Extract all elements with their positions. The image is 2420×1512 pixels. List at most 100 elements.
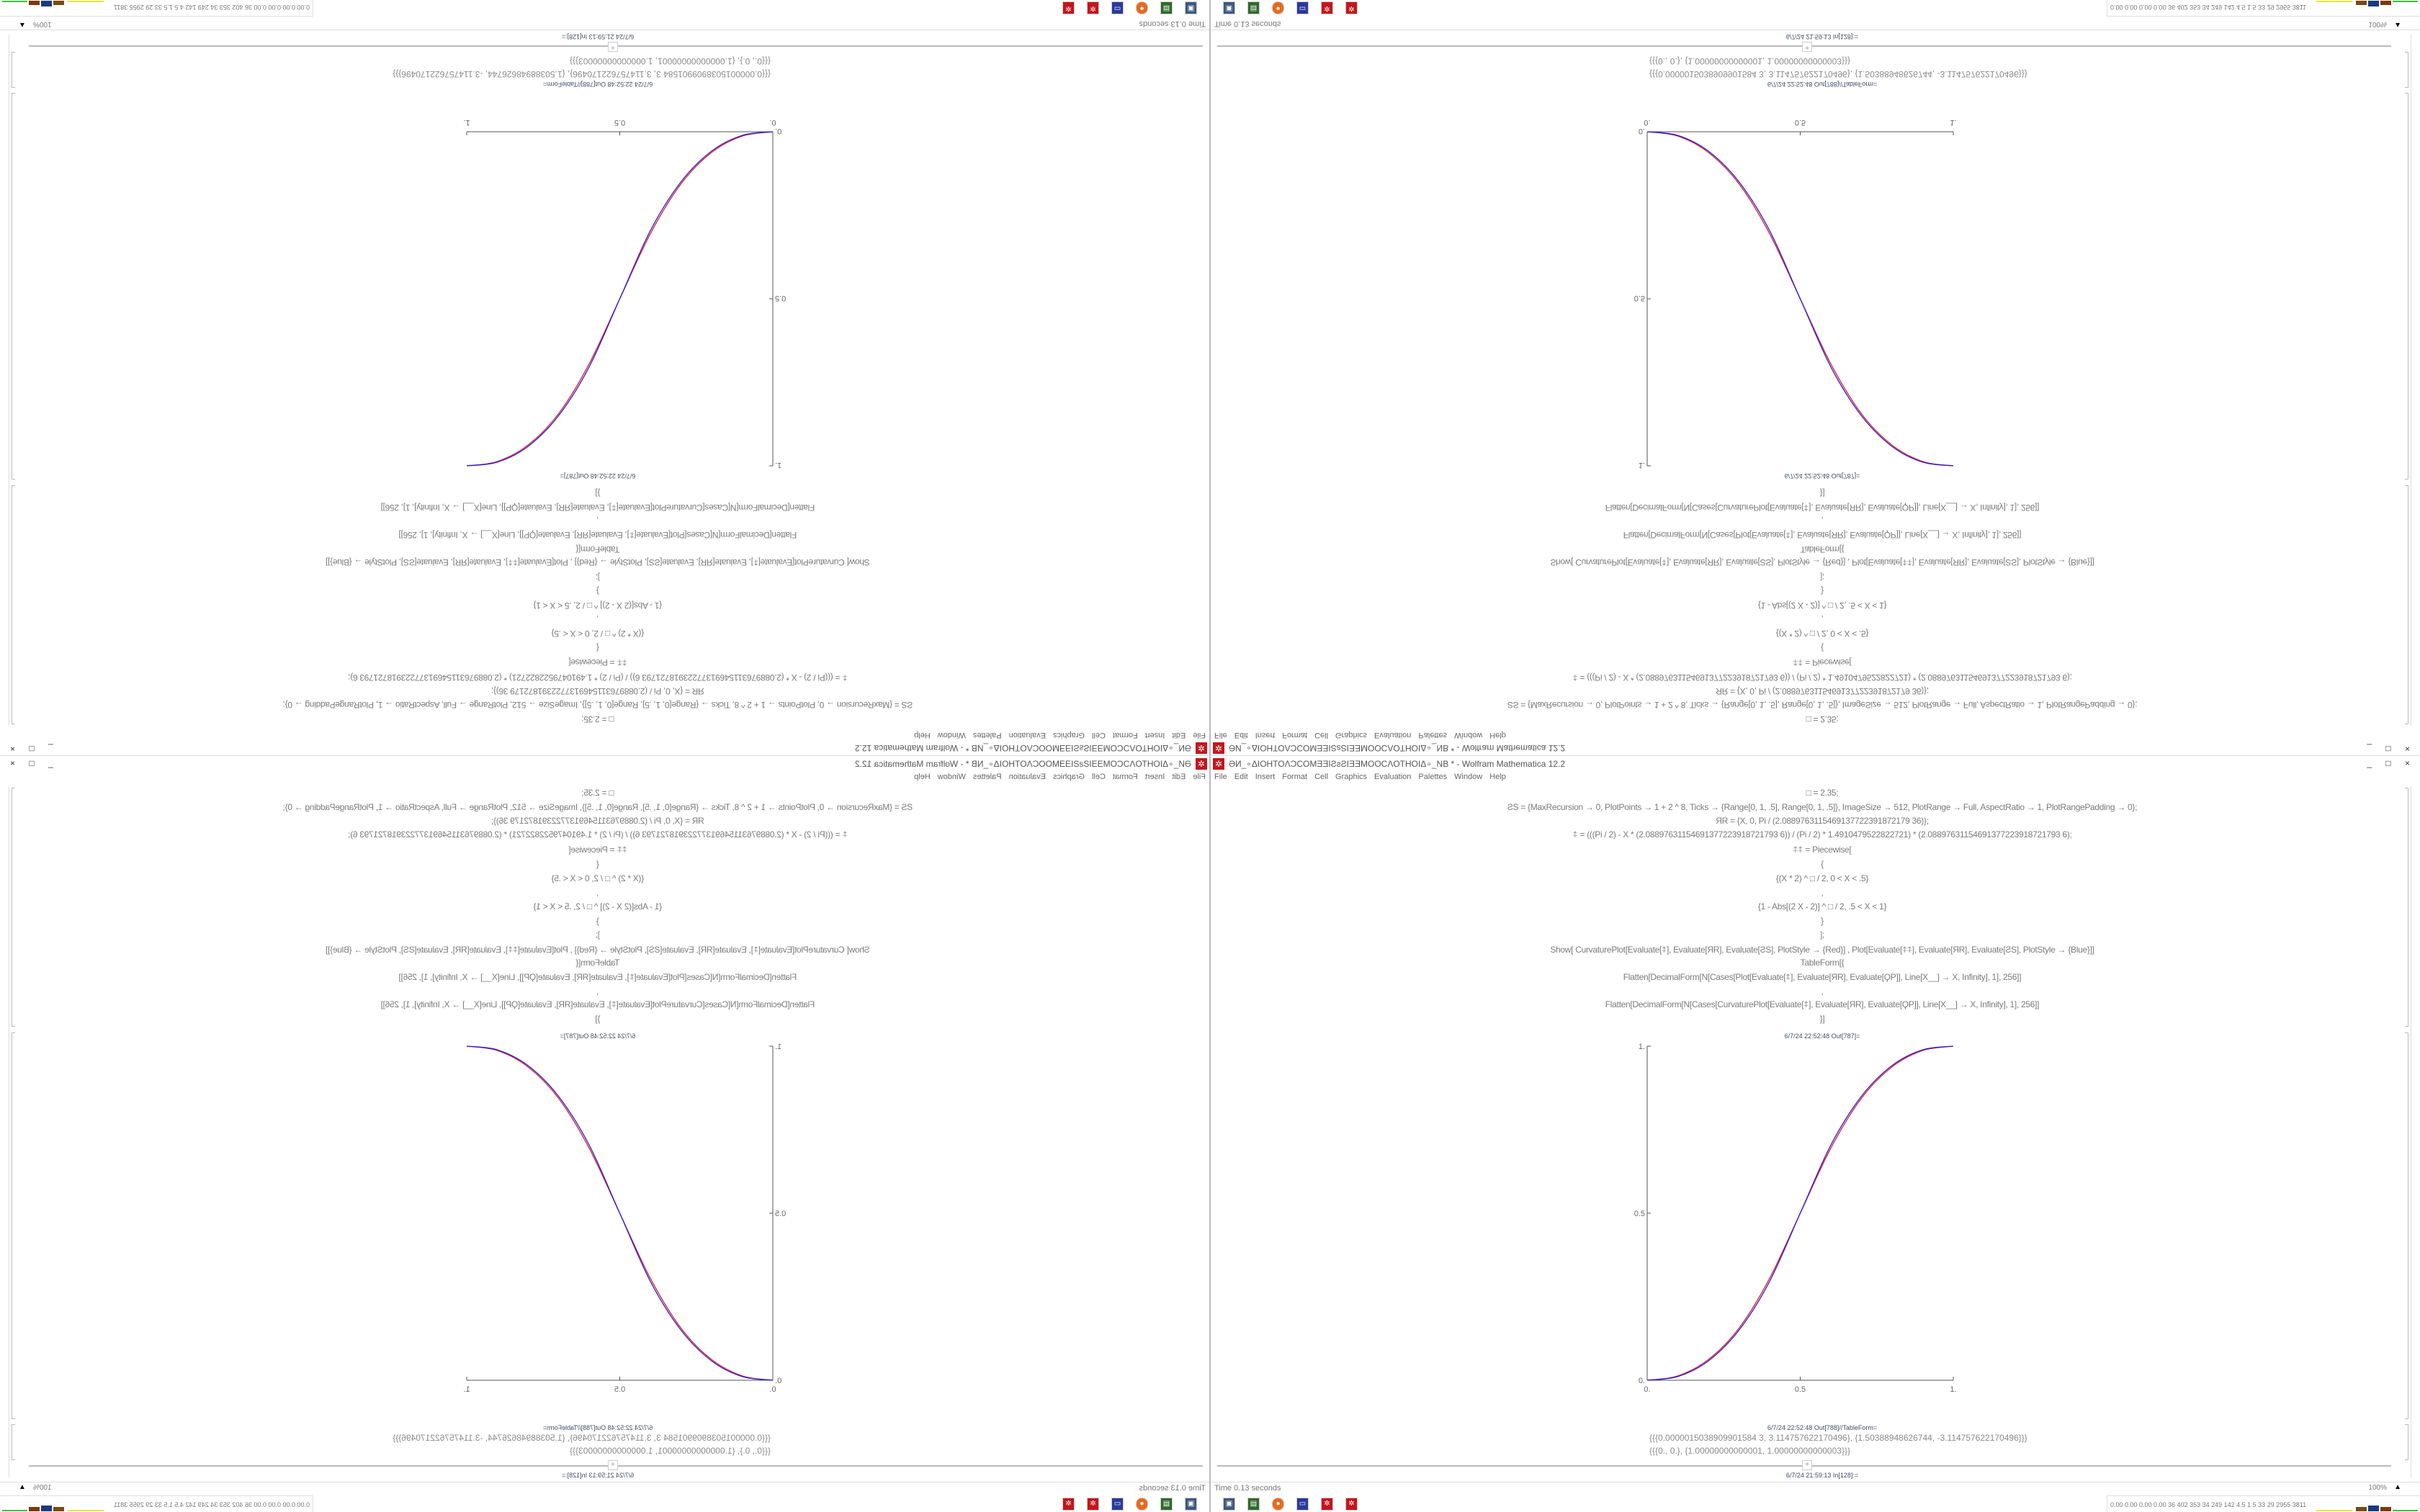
- zoom-level[interactable]: 100%: [2368, 20, 2387, 28]
- code-line[interactable]: ⍏ = (((Pi / 2) - X * (2.0889763115469137…: [1572, 672, 2072, 683]
- save-disk-icon[interactable]: ▭: [1296, 1498, 1309, 1511]
- code-line[interactable]: TableForm[{: [575, 958, 620, 968]
- zoom-arrow-icon[interactable]: ▲: [2394, 1483, 2401, 1491]
- save-disk-icon[interactable]: ▭: [1111, 1, 1124, 14]
- cell-bracket[interactable]: [12, 788, 15, 1027]
- code-line[interactable]: ƧS = {MaxRecursion → 0, PlotPoints → 1 +…: [1507, 802, 2138, 812]
- computer-icon[interactable]: ▣: [1223, 1, 1235, 14]
- code-line[interactable]: ,: [1821, 614, 1824, 624]
- code-line[interactable]: Flatten[DecimalForm[N[Cases[Plot[Evaluat…: [1623, 972, 2022, 982]
- code-line[interactable]: ⍏⍏ = Piecewise[: [568, 845, 627, 855]
- code-line[interactable]: {1 - Abs[(2 X - 2)] ^ □ / 2, .5 < X < 1}: [533, 600, 663, 611]
- menu-format[interactable]: Format: [1112, 773, 1138, 781]
- firefox-icon[interactable]: ●: [1136, 1498, 1148, 1511]
- menu-cell[interactable]: Cell: [1314, 731, 1329, 739]
- code-line[interactable]: }]: [1819, 488, 1825, 498]
- menu-insert[interactable]: Insert: [1255, 731, 1276, 739]
- cell-bracket[interactable]: [2405, 52, 2408, 88]
- menu-window[interactable]: Window: [937, 773, 966, 781]
- zoom-level[interactable]: 100%: [33, 1484, 52, 1492]
- window-controls[interactable]: _ □ ×: [2367, 744, 2416, 754]
- cell-bracket[interactable]: [2405, 485, 2408, 724]
- code-line[interactable]: ,: [596, 888, 599, 898]
- menu-help[interactable]: Help: [914, 731, 931, 739]
- code-line[interactable]: Flatten[DecimalForm[N[Cases[Plot[Evaluat…: [1623, 530, 2022, 540]
- computer-icon[interactable]: ▣: [1185, 1, 1197, 14]
- menu-graphics[interactable]: Graphics: [1052, 731, 1085, 739]
- menu-help[interactable]: Help: [1489, 773, 1506, 781]
- mathematica-icon[interactable]: ✲: [1321, 1, 1333, 14]
- menu-palettes[interactable]: Palettes: [1418, 731, 1448, 739]
- mathematica-icon[interactable]: ✲: [1345, 1498, 1358, 1511]
- menu-edit[interactable]: Edit: [1234, 731, 1248, 739]
- code-line[interactable]: ⍏ = (((Pi / 2) - X * (2.0889763115469137…: [348, 672, 848, 683]
- menu-edit[interactable]: Edit: [1234, 773, 1248, 781]
- menu-window[interactable]: Window: [1454, 731, 1483, 739]
- code-line[interactable]: {(X * 2) ^ □ / 2, 0 < X < .5}: [1775, 629, 1869, 639]
- code-line[interactable]: TableForm[{: [575, 544, 620, 554]
- code-line[interactable]: Show[ CurvaturePlot[Evaluate[⍏], Evaluat…: [326, 557, 870, 567]
- add-cell-plus-icon[interactable]: +: [608, 1460, 618, 1470]
- save-disk-icon[interactable]: ▭: [1296, 1, 1309, 14]
- code-line[interactable]: ЯR = {X, 0, Pi / (2.08897631154691377223…: [491, 686, 704, 696]
- code-line[interactable]: Show[ CurvaturePlot[Evaluate[⍏], Evaluat…: [326, 945, 870, 955]
- code-line[interactable]: ,: [1821, 516, 1824, 526]
- code-line[interactable]: }: [1821, 916, 1824, 926]
- zoom-arrow-icon[interactable]: ▲: [19, 21, 26, 29]
- zoom-level[interactable]: 100%: [33, 20, 52, 28]
- code-line[interactable]: Flatten[DecimalForm[N[Cases[Plot[Evaluat…: [398, 972, 797, 982]
- code-line[interactable]: {1 - Abs[(2 X - 2)] ^ □ / 2, .5 < X < 1}: [533, 901, 663, 912]
- code-line[interactable]: ];: [595, 572, 601, 582]
- code-line[interactable]: Show[ CurvaturePlot[Evaluate[⍏], Evaluat…: [1550, 557, 2094, 567]
- window-controls[interactable]: _ □ ×: [4, 744, 53, 754]
- code-line[interactable]: Flatten[DecimalForm[N[Cases[CurvaturePlo…: [1605, 503, 2040, 513]
- zoom-arrow-icon[interactable]: ▲: [2394, 21, 2401, 29]
- app-green-icon[interactable]: ▤: [1160, 1, 1173, 14]
- code-line[interactable]: {: [596, 859, 599, 869]
- code-line[interactable]: Flatten[DecimalForm[N[Cases[Plot[Evaluat…: [398, 530, 797, 540]
- menu-file[interactable]: File: [1214, 731, 1227, 739]
- menu-palettes[interactable]: Palettes: [972, 773, 1002, 781]
- firefox-icon[interactable]: ●: [1272, 1, 1284, 14]
- mathematica-icon[interactable]: ✲: [1062, 1498, 1075, 1511]
- menu-cell[interactable]: Cell: [1314, 773, 1329, 781]
- code-line[interactable]: ,: [596, 614, 599, 624]
- menu-insert[interactable]: Insert: [1144, 773, 1165, 781]
- mathematica-icon[interactable]: ✲: [1345, 1, 1358, 14]
- vertical-scrollbar[interactable]: [0, 35, 9, 726]
- menu-format[interactable]: Format: [1282, 773, 1308, 781]
- cell-bracket[interactable]: [12, 52, 15, 88]
- menu-cell[interactable]: Cell: [1091, 773, 1106, 781]
- code-line[interactable]: ];: [1819, 930, 1825, 940]
- menu-file[interactable]: File: [1214, 773, 1227, 781]
- code-line[interactable]: ⍏ = (((Pi / 2) - X * (2.0889763115469137…: [348, 829, 848, 840]
- code-line[interactable]: ƧS = {MaxRecursion → 0, PlotPoints → 1 +…: [282, 700, 913, 710]
- code-line[interactable]: ⍏⍏ = Piecewise[: [1793, 845, 1852, 855]
- menu-format[interactable]: Format: [1112, 731, 1138, 739]
- code-line[interactable]: Flatten[DecimalForm[N[Cases[CurvaturePlo…: [380, 999, 815, 1009]
- code-line[interactable]: Show[ CurvaturePlot[Evaluate[⍏], Evaluat…: [1550, 945, 2094, 955]
- zoom-level[interactable]: 100%: [2368, 1484, 2387, 1492]
- code-line[interactable]: ,: [1821, 986, 1824, 996]
- window-controls[interactable]: _ □ ×: [2367, 758, 2416, 768]
- menu-help[interactable]: Help: [1489, 731, 1506, 739]
- menu-cell[interactable]: Cell: [1091, 731, 1106, 739]
- menu-graphics[interactable]: Graphics: [1335, 773, 1368, 781]
- code-line[interactable]: □ = 2.35;: [581, 788, 614, 798]
- cell-bracket[interactable]: [2405, 1424, 2408, 1460]
- menu-help[interactable]: Help: [914, 773, 931, 781]
- output-table-row[interactable]: {{{0.0000015038909901584 3, 3.1147576221…: [1649, 1433, 2027, 1443]
- code-line[interactable]: {: [1821, 643, 1824, 653]
- mathematica-icon[interactable]: ✲: [1087, 1, 1099, 14]
- code-line[interactable]: }: [596, 586, 599, 596]
- cell-bracket[interactable]: [12, 485, 15, 724]
- menu-graphics[interactable]: Graphics: [1335, 731, 1368, 739]
- code-line[interactable]: {1 - Abs[(2 X - 2)] ^ □ / 2, .5 < X < 1}: [1757, 600, 1887, 611]
- code-line[interactable]: ƧS = {MaxRecursion → 0, PlotPoints → 1 +…: [282, 802, 913, 812]
- firefox-icon[interactable]: ●: [1136, 1, 1148, 14]
- menu-edit[interactable]: Edit: [1172, 773, 1186, 781]
- code-line[interactable]: ЯR = {X, 0, Pi / (2.08897631154691377223…: [1716, 816, 1929, 826]
- menu-format[interactable]: Format: [1282, 731, 1308, 739]
- code-line[interactable]: {(X * 2) ^ □ / 2, 0 < X < .5}: [551, 873, 645, 883]
- cell-bracket[interactable]: [12, 1032, 15, 1419]
